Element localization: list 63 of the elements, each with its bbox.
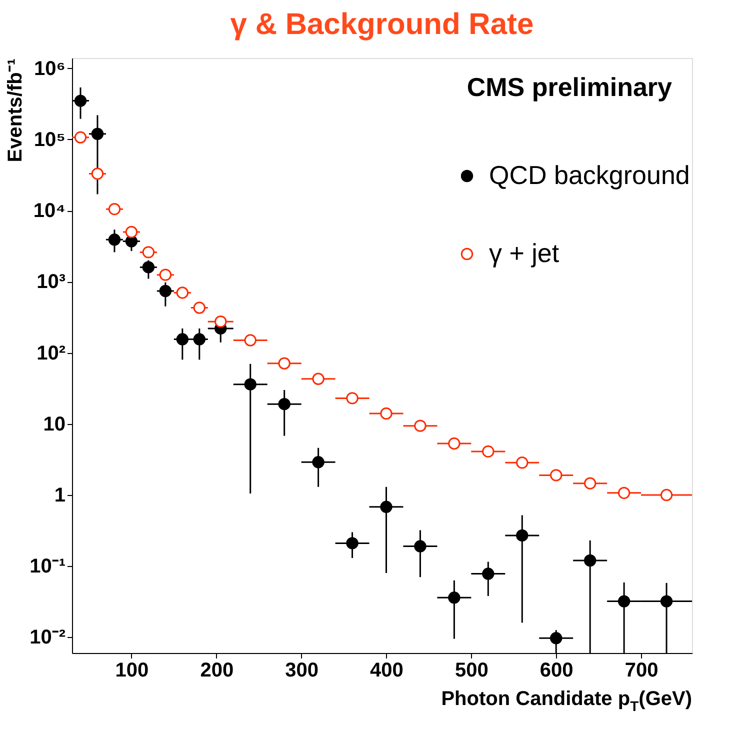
y-tick-label: 10 [43, 413, 66, 436]
x-tick-label: 200 [200, 660, 234, 682]
point [74, 94, 87, 107]
y-tick-label: 10⁻¹ [30, 556, 66, 578]
point [482, 568, 494, 580]
point [550, 632, 562, 644]
point [176, 333, 189, 346]
point [380, 500, 392, 514]
y-tick-label: 10⁻² [30, 626, 66, 649]
point [414, 540, 426, 552]
point [159, 268, 172, 281]
y-tick-label: 10² [36, 342, 66, 364]
x-tick-label: 300 [285, 660, 319, 682]
point [618, 486, 630, 500]
point [448, 437, 460, 450]
point [516, 529, 528, 542]
point [142, 261, 155, 274]
x-tick-label: 100 [115, 660, 149, 682]
legend-label: QCD background [489, 160, 690, 190]
point [142, 246, 155, 258]
point [516, 456, 528, 469]
point [91, 168, 104, 180]
point [193, 333, 206, 346]
y-tick-label: 1 [54, 484, 66, 507]
point [244, 378, 256, 390]
point [584, 477, 596, 490]
point [193, 302, 206, 314]
point [108, 234, 121, 246]
chart-title: γ & Background Rate [230, 8, 534, 41]
point [159, 284, 172, 298]
point [380, 407, 392, 420]
point [584, 554, 596, 567]
point [91, 128, 104, 140]
point [346, 392, 358, 404]
point [108, 202, 121, 216]
x-tick-label: 700 [624, 660, 658, 682]
y-tick-label: 10⁶ [34, 58, 66, 80]
point [312, 372, 324, 385]
point [214, 315, 227, 328]
x-tick-label: 400 [370, 660, 404, 682]
point [278, 398, 290, 410]
y-tick-label: 10⁴ [33, 200, 66, 222]
point [660, 595, 673, 608]
point [125, 226, 138, 238]
point [414, 420, 426, 432]
point [550, 469, 562, 482]
point [660, 488, 673, 502]
point [278, 357, 290, 370]
point [176, 286, 189, 299]
point [346, 537, 358, 550]
point [618, 595, 630, 608]
annotation: CMS preliminary [466, 72, 673, 102]
x-tick-label: 500 [454, 660, 488, 682]
point [74, 131, 87, 144]
point [244, 334, 256, 346]
point [312, 456, 324, 468]
y-axis-title: Events/fb⁻¹ [4, 58, 27, 162]
point [482, 445, 494, 458]
point [448, 592, 460, 604]
legend-label: γ + jet [489, 238, 560, 268]
y-tick-label: 10⁵ [34, 128, 66, 151]
y-tick-label: 10³ [36, 271, 66, 294]
x-tick-label: 600 [540, 660, 574, 682]
